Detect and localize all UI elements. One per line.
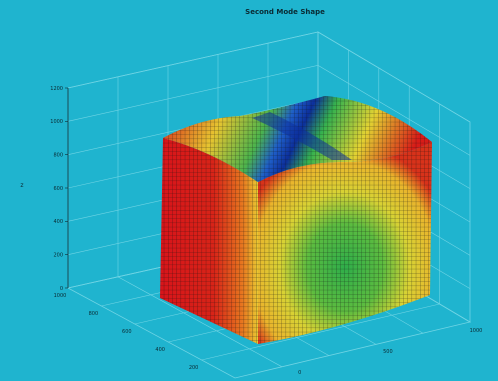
surface — [160, 96, 432, 344]
floor-grid-line — [201, 303, 440, 361]
surface-right-mesh — [258, 142, 432, 344]
z-tick-label: 200 — [53, 252, 63, 258]
z-grid-line — [67, 31, 471, 123]
x-tick-label: 1000 — [470, 328, 483, 334]
z-axis-ticks: 0 200 400 600 800 1000 1200 — [50, 86, 68, 292]
floor-grid-line — [117, 276, 283, 368]
x-tick-label: 500 — [383, 349, 393, 355]
y-tick-label: 400 — [155, 347, 165, 353]
y-tick-label: 800 — [89, 311, 99, 317]
x-tick-label: 0 — [298, 370, 301, 376]
z-tick-label: 400 — [53, 219, 63, 225]
z-tick-label: 1000 — [50, 119, 63, 125]
x-axis-ticks: 0 500 1000 — [298, 328, 482, 376]
surface-trough — [252, 112, 352, 160]
y-tick-label: 600 — [122, 329, 132, 335]
z-tick-label: 800 — [53, 152, 63, 158]
surface-left-mesh — [160, 138, 258, 344]
z-grid-line — [67, 65, 471, 156]
z-tick-label: 600 — [53, 186, 63, 192]
z-tick-label: 0 — [60, 286, 63, 292]
y-tick-label: 200 — [189, 365, 199, 371]
z-axis-label: z — [20, 182, 23, 189]
z-tick-label: 1200 — [50, 86, 63, 92]
y-tick-label: 1000 — [54, 293, 67, 299]
chart-title: Second Mode Shape — [245, 8, 325, 16]
